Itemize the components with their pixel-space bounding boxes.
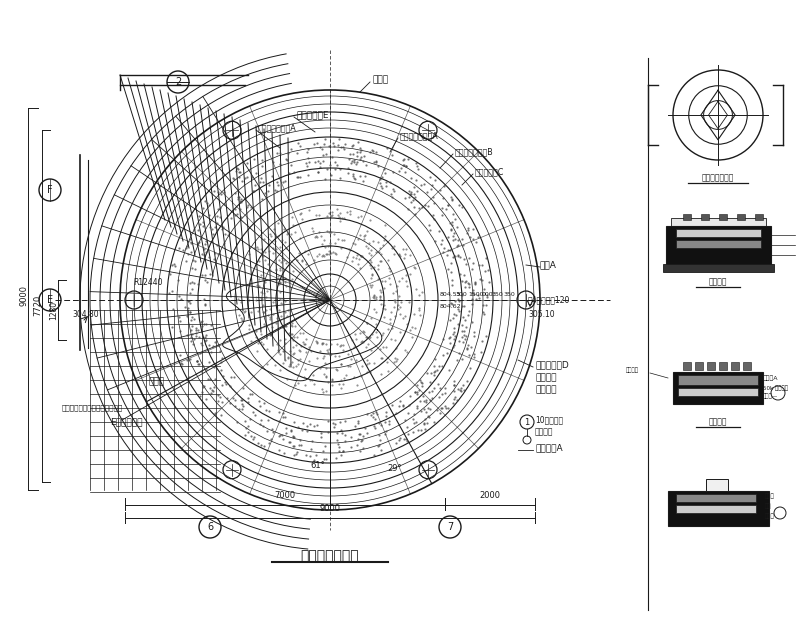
Text: 7000: 7000 — [274, 491, 295, 500]
Text: 休闲廊架A: 休闲廊架A — [535, 444, 562, 452]
Text: 树池A: 树池A — [540, 260, 557, 269]
Text: 7: 7 — [447, 522, 453, 532]
Text: 304.80: 304.80 — [72, 310, 98, 319]
Text: 6: 6 — [207, 522, 213, 532]
Text: 中心雕塑: 中心雕塑 — [535, 385, 557, 394]
Bar — [678, 375, 758, 385]
Text: 青石板汀步E: 青石板汀步E — [296, 111, 329, 120]
Text: 29°: 29° — [388, 463, 402, 472]
Text: 下4步，步高120: 下4步，步高120 — [528, 296, 570, 305]
Text: 000: 000 — [482, 291, 494, 296]
Text: 雾喷泉: 雾喷泉 — [148, 378, 164, 387]
Text: 早喷泉: 早喷泉 — [372, 76, 388, 84]
Text: 804.62: 804.62 — [440, 303, 462, 308]
Text: 池底板: 池底板 — [765, 513, 774, 519]
Text: 9000: 9000 — [319, 504, 341, 513]
Bar — [673, 372, 763, 404]
Text: 灰色洗石子铺地A: 灰色洗石子铺地A — [400, 131, 438, 141]
Text: 61°: 61° — [310, 461, 326, 470]
Bar — [719, 214, 727, 220]
Text: 350: 350 — [504, 291, 516, 296]
Bar — [668, 491, 769, 526]
Text: 804.55: 804.55 — [440, 291, 462, 296]
Text: E青石板汀步: E青石板汀步 — [110, 417, 142, 426]
Text: 1: 1 — [524, 417, 530, 426]
Bar — [683, 214, 691, 220]
Bar — [676, 505, 756, 513]
Text: 文化石碎拼D: 文化石碎拼D — [535, 360, 569, 369]
Bar — [695, 362, 703, 370]
Text: 黑瓦板色带C: 黑瓦板色带C — [475, 168, 504, 177]
Text: 2: 2 — [175, 77, 181, 87]
Text: R12440: R12440 — [134, 278, 162, 287]
Text: 灰色洗石子铺地A: 灰色洗石子铺地A — [258, 124, 297, 132]
Bar — [743, 362, 751, 370]
Text: 文平地A: 文平地A — [763, 375, 778, 381]
Text: 文化石间彩色雨花石及卵石池底: 文化石间彩色雨花石及卵石池底 — [62, 404, 123, 412]
Text: 中心水池: 中心水池 — [535, 374, 557, 383]
Text: 7720: 7720 — [34, 294, 42, 316]
Text: 1500: 1500 — [468, 291, 483, 296]
Text: 小上古详平面图: 小上古详平面图 — [702, 173, 734, 182]
Text: 10宽伸缩缝: 10宽伸缩缝 — [535, 415, 563, 424]
Text: 350: 350 — [492, 291, 504, 296]
Bar — [676, 229, 761, 237]
Bar — [676, 240, 761, 248]
Text: 彩色雨花石铺地B: 彩色雨花石铺地B — [455, 147, 494, 157]
Text: E: E — [47, 295, 53, 305]
Bar — [719, 362, 727, 370]
Bar — [707, 362, 715, 370]
Bar — [663, 264, 774, 272]
Text: 防水层—: 防水层— — [763, 393, 778, 399]
Text: 305.10: 305.10 — [528, 310, 554, 319]
Bar — [755, 214, 763, 220]
Text: 300: 300 — [456, 291, 468, 296]
Text: 50k 三元稳筑: 50k 三元稳筑 — [763, 385, 788, 391]
Bar — [731, 362, 739, 370]
Text: 灵活: 灵活 — [765, 503, 771, 509]
Text: F: F — [47, 185, 53, 195]
Text: 喷泉详图: 喷泉详图 — [709, 278, 727, 287]
Bar — [676, 494, 756, 502]
Bar — [671, 218, 766, 228]
Bar — [683, 362, 691, 370]
Bar — [706, 479, 728, 491]
Text: 防水材料: 防水材料 — [626, 367, 639, 372]
Text: 内填胶霜: 内填胶霜 — [535, 428, 554, 436]
Text: 施工缝: 施工缝 — [765, 493, 774, 499]
Bar — [737, 214, 745, 220]
Text: 2000: 2000 — [479, 491, 501, 500]
Text: 9000: 9000 — [19, 285, 29, 305]
Bar — [666, 226, 771, 264]
Text: 1280: 1280 — [50, 300, 58, 319]
Text: 喷水详图: 喷水详图 — [709, 417, 727, 426]
Text: 听水广场平面图: 听水广场平面图 — [301, 549, 359, 563]
Bar — [701, 214, 709, 220]
Bar — [678, 388, 758, 396]
